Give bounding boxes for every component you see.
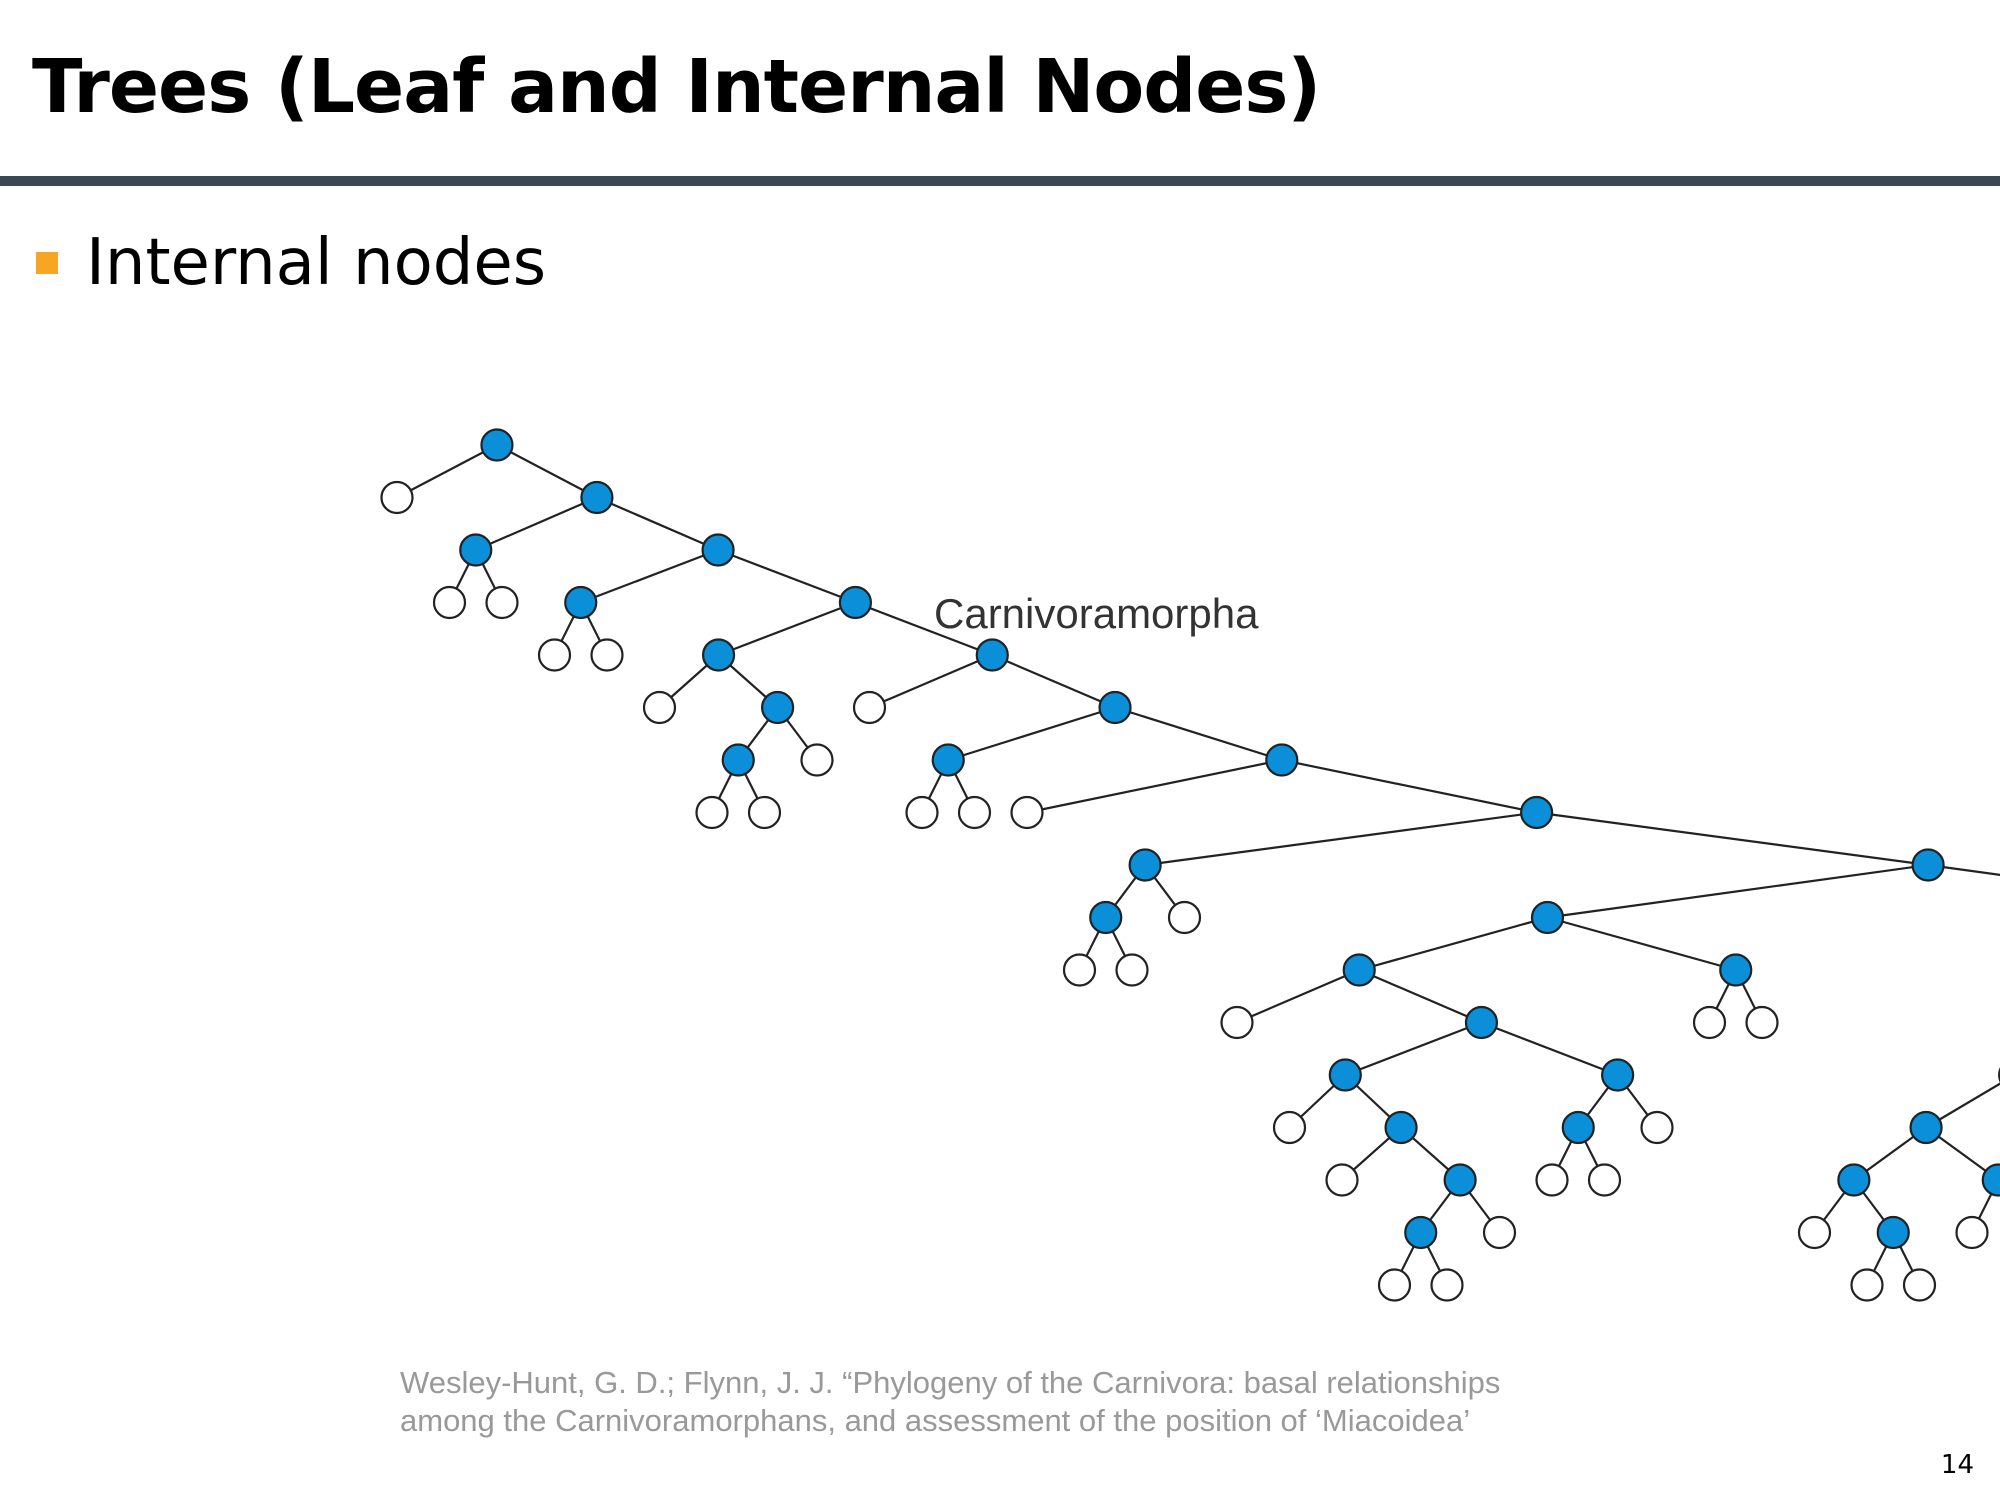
tree-edge bbox=[1536, 811, 1929, 867]
internal-node bbox=[1404, 1215, 1438, 1250]
tree-edge bbox=[1114, 706, 1283, 762]
leaf-node bbox=[1535, 1163, 1569, 1197]
tree-edge bbox=[855, 601, 993, 657]
leaf-node bbox=[905, 795, 939, 830]
tree-edge bbox=[496, 444, 598, 499]
leaf-node bbox=[642, 690, 677, 725]
tree-edge bbox=[1344, 1021, 1482, 1077]
tree-edge bbox=[1281, 758, 1537, 814]
tree-edges bbox=[396, 444, 2000, 1286]
internal-node bbox=[564, 585, 598, 620]
leaf-node bbox=[1115, 953, 1149, 987]
leaf-node bbox=[1272, 1110, 1307, 1145]
leaf-node bbox=[1640, 1110, 1674, 1145]
internal-node bbox=[1328, 1058, 1362, 1092]
leaf-node bbox=[852, 690, 887, 725]
internal-node bbox=[1909, 1110, 1943, 1145]
leaf-node bbox=[590, 638, 624, 672]
internal-node bbox=[761, 690, 795, 725]
internal-node bbox=[1719, 953, 1753, 987]
internal-node bbox=[1443, 1163, 1477, 1197]
internal-node bbox=[459, 533, 493, 567]
tree-edge bbox=[475, 496, 598, 552]
leaf-node bbox=[747, 795, 782, 830]
citation-line-1: Wesley-Hunt, G. D.; Flynn, J. J. “Phylog… bbox=[400, 1365, 1501, 1400]
tree-edge bbox=[596, 496, 719, 552]
internal-node bbox=[1098, 690, 1132, 725]
tree-edge bbox=[1547, 916, 1737, 972]
leaf-node bbox=[1587, 1163, 1622, 1197]
leaf-node bbox=[485, 585, 519, 620]
leaf-node bbox=[380, 480, 414, 515]
page-number: 14 bbox=[1940, 1450, 1974, 1480]
tree-edge bbox=[1358, 916, 1548, 972]
tree-edge bbox=[580, 548, 719, 604]
tree-nodes bbox=[380, 428, 2000, 1302]
internal-node bbox=[1342, 953, 1376, 987]
leaf-node bbox=[537, 638, 572, 672]
leaf-node bbox=[1167, 900, 1202, 935]
tree-edge bbox=[1547, 863, 1929, 919]
bullet-text: Internal nodes bbox=[86, 226, 547, 300]
leaf-node bbox=[1482, 1215, 1517, 1250]
leaf-node bbox=[1902, 1268, 1937, 1302]
internal-node bbox=[1601, 1058, 1635, 1092]
tree-edge bbox=[947, 706, 1116, 762]
internal-node bbox=[1089, 900, 1123, 935]
internal-node bbox=[975, 638, 1009, 672]
internal-node bbox=[931, 743, 965, 777]
leaf-node bbox=[1010, 795, 1044, 830]
internal-node bbox=[1464, 1005, 1499, 1040]
leaf-node bbox=[1850, 1268, 1884, 1302]
internal-node bbox=[1520, 795, 1554, 830]
clade-label: Carnivoramorpha bbox=[934, 590, 1259, 637]
leaf-node bbox=[1692, 1005, 1727, 1040]
internal-node bbox=[580, 480, 614, 515]
tree-edge bbox=[717, 548, 856, 604]
internal-node bbox=[701, 638, 736, 672]
tree-edge bbox=[1358, 968, 1482, 1024]
leaf-node bbox=[1430, 1268, 1464, 1302]
leaf-node bbox=[1220, 1005, 1254, 1040]
internal-node bbox=[1265, 743, 1299, 777]
leaf-node bbox=[1325, 1163, 1359, 1197]
internal-node bbox=[1128, 848, 1162, 882]
citation-line-2: among the Carnivoramorphans, and assessm… bbox=[400, 1403, 1471, 1438]
tree-edge bbox=[1236, 968, 1360, 1024]
tree-edge bbox=[1026, 758, 1283, 814]
internal-node bbox=[1911, 848, 1945, 882]
tree-edge bbox=[869, 653, 993, 709]
internal-node bbox=[480, 428, 514, 462]
tree-edge bbox=[718, 601, 856, 657]
leaf-node bbox=[957, 795, 992, 830]
tree-edge bbox=[991, 653, 1116, 709]
bullet-square-icon bbox=[36, 252, 58, 274]
tree-edge bbox=[1481, 1021, 1619, 1077]
leaf-node bbox=[1377, 1268, 1412, 1302]
internal-node bbox=[721, 743, 755, 777]
internal-node bbox=[1981, 1163, 2000, 1197]
tree-edge bbox=[1144, 811, 1537, 867]
leaf-node bbox=[1745, 1005, 1779, 1040]
internal-node bbox=[1837, 1163, 1871, 1197]
leaf-node bbox=[432, 585, 467, 620]
leaf-node bbox=[1062, 953, 1097, 987]
leaf-node bbox=[695, 795, 729, 830]
tree-edge bbox=[396, 444, 498, 499]
leaf-node bbox=[800, 743, 834, 777]
internal-node bbox=[1561, 1110, 1595, 1145]
internal-node bbox=[701, 533, 735, 567]
internal-node bbox=[1876, 1215, 1910, 1250]
internal-node bbox=[1530, 900, 1565, 935]
leaf-node bbox=[1797, 1215, 1832, 1250]
internal-node bbox=[1384, 1110, 1418, 1145]
slide-title: Trees (Leaf and Internal Nodes) bbox=[32, 44, 1321, 130]
title-divider bbox=[0, 176, 2000, 186]
citation: Wesley-Hunt, G. D.; Flynn, J. J. “Phylog… bbox=[400, 1364, 1500, 1440]
internal-node bbox=[838, 585, 873, 620]
tree-edge bbox=[1927, 863, 2000, 877]
leaf-node bbox=[1955, 1215, 1989, 1250]
